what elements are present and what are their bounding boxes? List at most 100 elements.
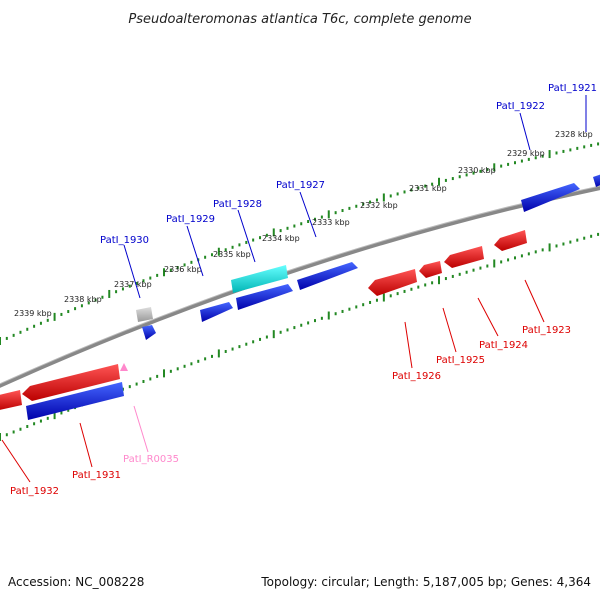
ruler-dot [60,312,63,316]
ruler-major-tick [438,177,441,186]
ruler-dot [19,427,22,431]
ruler-major-tick [0,433,1,441]
gene-arrow-forward[interactable] [297,262,358,290]
ruler-dot [355,305,358,309]
gene-arrow-reverse[interactable] [419,261,442,278]
genome-backbone [0,186,600,388]
ruler-dot [334,312,337,316]
genome-summary: Topology: circular; Length: 5,187,005 bp… [260,575,591,589]
ruler-dot [190,362,193,366]
gene-label[interactable]: PatI_1926 [392,371,441,382]
ruler-dot [396,292,399,296]
ruler-dot [183,263,186,267]
gene-label[interactable]: PatI_1932 [10,486,59,497]
ruler-dot [597,142,600,146]
genome-title: Pseudoalteromonas atlantica T6c, complet… [128,12,471,27]
gene-highlight[interactable] [231,265,288,293]
ruler-major-tick [53,312,56,321]
ruler-dot [534,250,537,254]
gene-arrow-forward[interactable] [521,183,580,212]
ruler-dot [135,281,138,285]
ruler-dot [46,318,49,322]
ruler-dot [348,206,351,210]
ruler-dot [479,169,482,173]
ruler-dot [500,260,503,264]
gene-arrow-forward[interactable] [236,284,293,310]
gene-label[interactable]: PatI_1931 [72,470,121,481]
gene-arrow-reverse[interactable] [0,390,22,411]
ruler-dot [569,148,572,152]
ruler-dot [320,215,323,219]
ruler-dot [576,146,579,150]
ruler-dot [183,364,186,368]
gene-label[interactable]: PatI_1922 [496,101,545,112]
kbp-label: 2330 kbp [458,166,496,175]
gene-arrow-reverse[interactable] [494,230,527,251]
gene-label[interactable]: PatI_1928 [213,199,262,210]
rna-marker[interactable] [120,363,128,371]
gene-arrow-forward[interactable] [200,302,233,322]
ruler-dot [403,190,406,194]
ruler-dot [128,385,131,389]
gene-arrow-reverse[interactable] [368,269,417,296]
gene-arrow-forward[interactable] [142,325,156,340]
ruler-dot [520,254,523,258]
gene-arrow-reverse[interactable] [444,246,484,268]
gene-label[interactable]: PatI_1923 [522,325,571,336]
kbp-label: 2338 kbp [64,295,102,304]
kbp-label: 2328 kbp [555,130,593,139]
ruler-dot [355,204,358,208]
ruler-dot [142,279,145,283]
ruler-dot [348,307,351,311]
ruler-major-tick [53,411,56,420]
ruler-dot [300,222,303,226]
ruler-dot [451,177,454,181]
ruler-dot [486,264,489,268]
ruler-dot [576,238,579,242]
ruler-dot [403,289,406,293]
gene-arrow-reverse[interactable] [26,382,124,420]
ruler-major-tick [108,289,111,298]
ruler-dot [5,433,8,437]
ruler-dot [19,330,22,334]
ruler-dot [424,184,427,188]
ruler-dot [231,347,234,351]
gene-label[interactable]: PatI_1924 [479,340,528,351]
gene-label[interactable]: PatI_1921 [548,83,597,94]
ruler-dot [60,411,63,415]
kbp-label: 2336 kbp [164,265,202,274]
ruler-dot [369,200,372,204]
gene-label[interactable]: PatI_1925 [436,355,485,366]
ruler-dot [252,238,255,242]
ruler-major-tick [438,276,441,285]
ruler-dot [252,340,255,344]
ruler-major-tick [163,268,166,277]
ruler-dot [204,255,207,259]
ruler-dot [479,266,482,270]
ruler-dot [424,283,427,287]
ruler-dot [149,377,152,381]
ruler-dot [128,284,131,288]
gene-label[interactable]: PatI_1927 [276,180,325,191]
gene-arrow-forward[interactable] [593,173,600,187]
gene-arrow-reverse[interactable] [22,364,120,401]
ruler-dot [33,324,36,328]
ruler-dot [265,233,268,237]
ruler-dot [12,333,15,337]
ruler-dot [375,198,378,202]
ruler-major-tick [0,337,1,345]
ruler-dot [5,336,8,340]
gene-label[interactable]: PatI_R0035 [123,454,179,465]
ruler-major-tick [272,330,275,339]
gene-label[interactable]: PatI_1929 [166,214,215,225]
pseudogene-block[interactable] [136,307,153,322]
ruler-dot [486,168,489,172]
ruler-dot [231,245,234,249]
gene-label[interactable]: PatI_1930 [100,235,149,246]
ruler-dot [590,143,593,147]
ruler-major-tick [163,369,166,378]
kbp-label: 2335 kbp [213,250,251,259]
ruler-dot [176,367,179,371]
ruler-major-tick [217,349,220,358]
ruler-dot [156,374,159,378]
